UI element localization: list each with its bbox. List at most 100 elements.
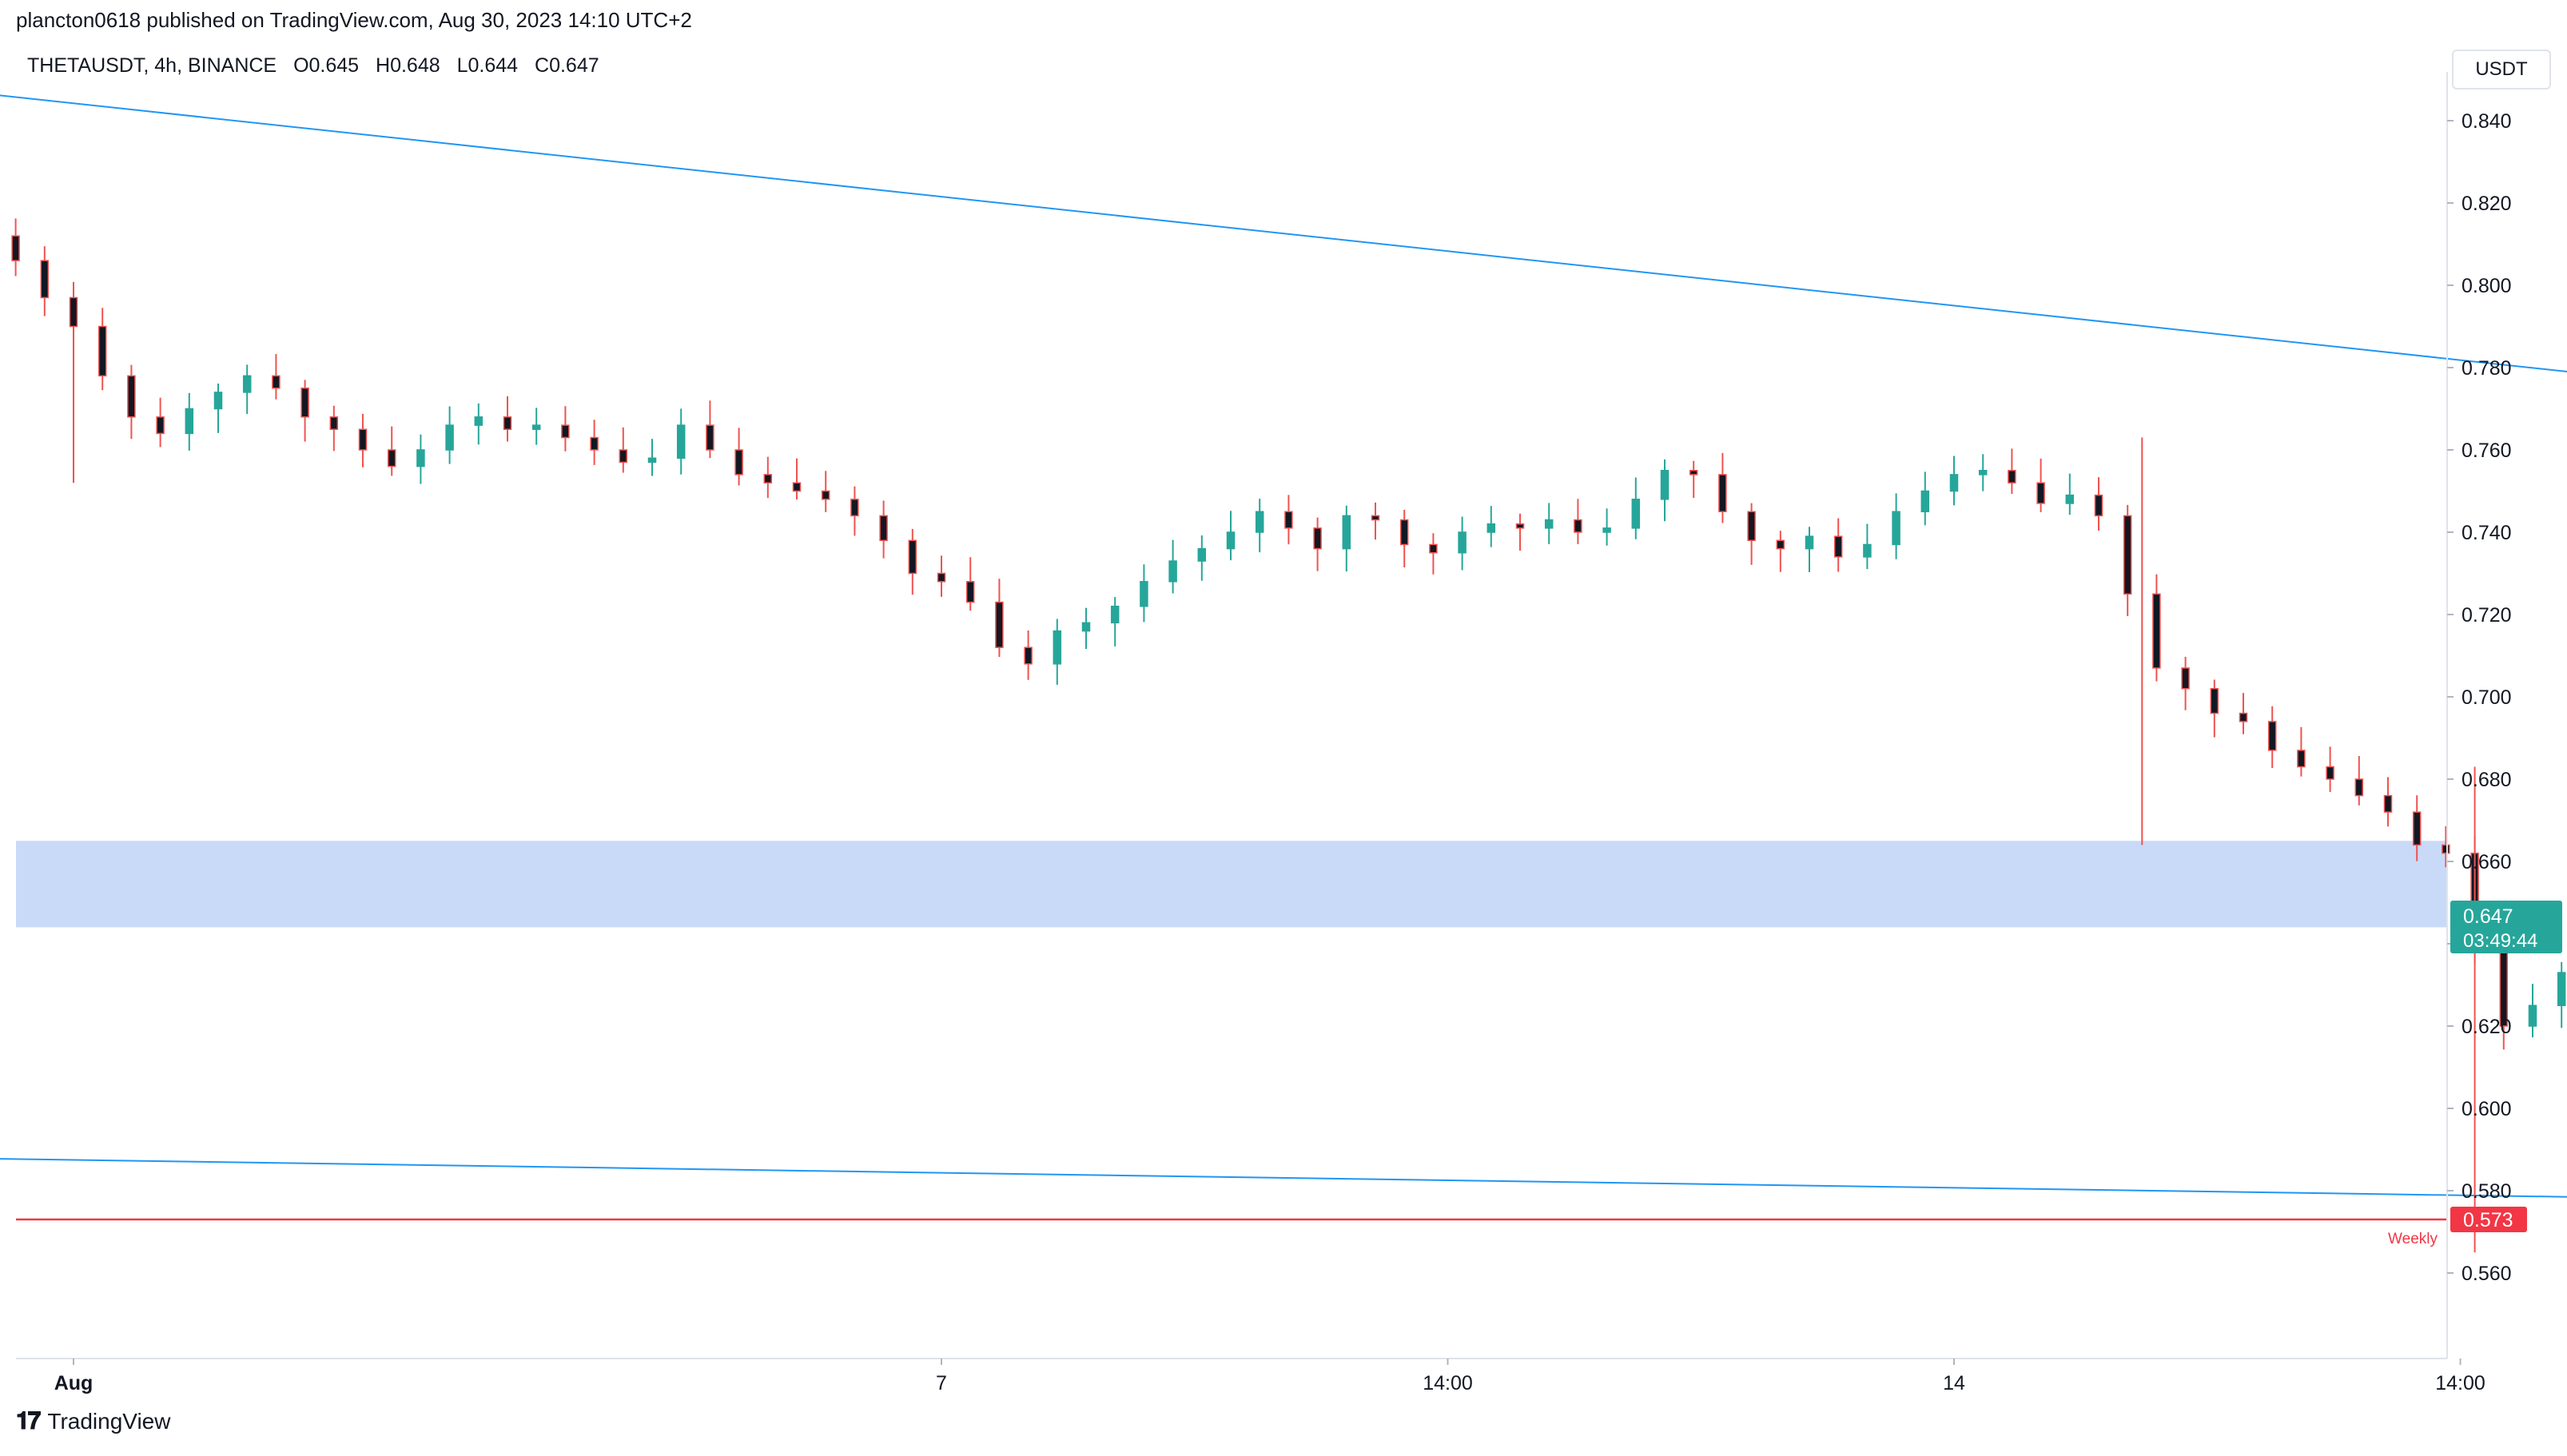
footer-brand: 𝟏𝟕 TradingView	[16, 1408, 170, 1435]
candle	[792, 458, 802, 500]
candle-body	[1805, 535, 1814, 550]
candle-body	[821, 490, 830, 500]
candle-body	[2499, 947, 2509, 1027]
currency-button[interactable]: USDT	[2452, 50, 2551, 90]
price-tick-label: 0.720	[2462, 604, 2512, 627]
candle-body	[272, 375, 281, 389]
candle-body	[2442, 844, 2450, 854]
weekly-price-label[interactable]: 0.573	[2450, 1207, 2527, 1233]
resistance-zone[interactable]	[16, 841, 2447, 928]
candle-body	[1486, 523, 1496, 533]
candle-body	[2036, 482, 2045, 504]
candle-body	[445, 424, 454, 451]
price-tick-label: 0.740	[2462, 522, 2512, 544]
candle	[213, 384, 223, 433]
candle-body	[358, 428, 368, 451]
descending-trendline-upper[interactable]	[0, 88, 2567, 1014]
candle-body	[1602, 527, 1611, 533]
candle-body	[2123, 515, 2132, 595]
candle-body	[416, 449, 425, 467]
candle-body	[2557, 972, 2566, 1007]
candle-body	[474, 416, 484, 426]
candle	[2412, 795, 2422, 861]
candle-body	[2152, 593, 2161, 669]
price-tick-label: 0.660	[2462, 851, 2512, 873]
candle	[2008, 448, 2016, 495]
candle-body	[1863, 543, 1872, 558]
candle-body	[1371, 515, 1380, 521]
candle	[531, 408, 541, 445]
candle-body	[1920, 490, 1930, 512]
candle-body	[908, 539, 917, 575]
candle-body	[619, 449, 628, 463]
candle-body	[2528, 1004, 2537, 1027]
candle-body	[1776, 539, 1785, 550]
candle	[2239, 693, 2248, 734]
candle-body	[850, 499, 859, 517]
candle	[1313, 517, 1322, 571]
candle-body	[1747, 511, 1756, 542]
candle	[2152, 574, 2161, 682]
weekly-level-layer[interactable]: Weekly	[16, 1218, 2447, 1247]
candlestick-layer	[11, 218, 2566, 1253]
candle-body	[2065, 494, 2075, 504]
trendline-layer[interactable]	[0, 88, 2567, 1286]
legend-low: L0.644	[456, 54, 519, 77]
price-tick-label: 0.580	[2462, 1180, 2512, 1203]
candle-body	[69, 296, 78, 328]
candle	[821, 471, 830, 512]
candle	[619, 427, 628, 473]
time-tick-label: 14	[1943, 1372, 1965, 1394]
candle	[11, 218, 20, 276]
candle-body	[937, 572, 946, 583]
candle-body	[1458, 531, 1467, 554]
candle	[156, 397, 165, 448]
candle	[329, 405, 339, 452]
candle-body	[676, 424, 686, 459]
candle-body	[1342, 515, 1351, 550]
candle	[1747, 503, 1756, 565]
candle	[98, 308, 107, 391]
candle	[1920, 471, 1930, 526]
candle-body	[1313, 527, 1322, 550]
candle	[1255, 499, 1264, 553]
candle	[2383, 777, 2393, 827]
candle-body	[590, 436, 599, 451]
candle-body	[11, 235, 20, 261]
time-tick-label: 7	[936, 1372, 947, 1394]
price-tick-label: 0.560	[2462, 1263, 2512, 1285]
candle-body	[1718, 474, 1727, 513]
candle	[879, 500, 888, 559]
candle	[1110, 597, 1120, 646]
candle-body	[2412, 811, 2422, 846]
candle	[590, 420, 599, 465]
candle-body	[2383, 794, 2393, 813]
candle	[2065, 473, 2075, 515]
candle	[1399, 509, 1409, 567]
candle-body	[1081, 622, 1091, 632]
legend-symbol[interactable]: THETAUSDT, 4h, BINANCE	[27, 54, 277, 77]
candle-body	[1892, 511, 1900, 546]
candle	[1197, 535, 1207, 581]
descending-trendline-lower[interactable]	[0, 1158, 2567, 1286]
candle	[358, 413, 368, 467]
candle-body	[2210, 687, 2219, 714]
candle-body	[879, 515, 888, 542]
price-tick-label: 0.700	[2462, 686, 2512, 709]
candle	[647, 439, 657, 476]
weekly-level-caption: Weekly	[2388, 1231, 2438, 1247]
candle-body	[2094, 494, 2103, 517]
candle-body	[1110, 605, 1120, 624]
candle-body	[734, 449, 743, 475]
candle-body	[1978, 470, 1988, 475]
price-tick-label: 0.780	[2462, 357, 2512, 380]
candle-body	[1574, 519, 1582, 533]
candle-body	[965, 581, 975, 603]
candle	[2528, 984, 2537, 1038]
candle-body	[2008, 470, 2016, 483]
candle-body	[503, 416, 512, 430]
axis-layer[interactable]: 0.840 0.820 0.800 0.780 0.760 0.740 0.720 0.700…	[16, 72, 2567, 1394]
resistance-zone-layer	[16, 841, 2447, 928]
